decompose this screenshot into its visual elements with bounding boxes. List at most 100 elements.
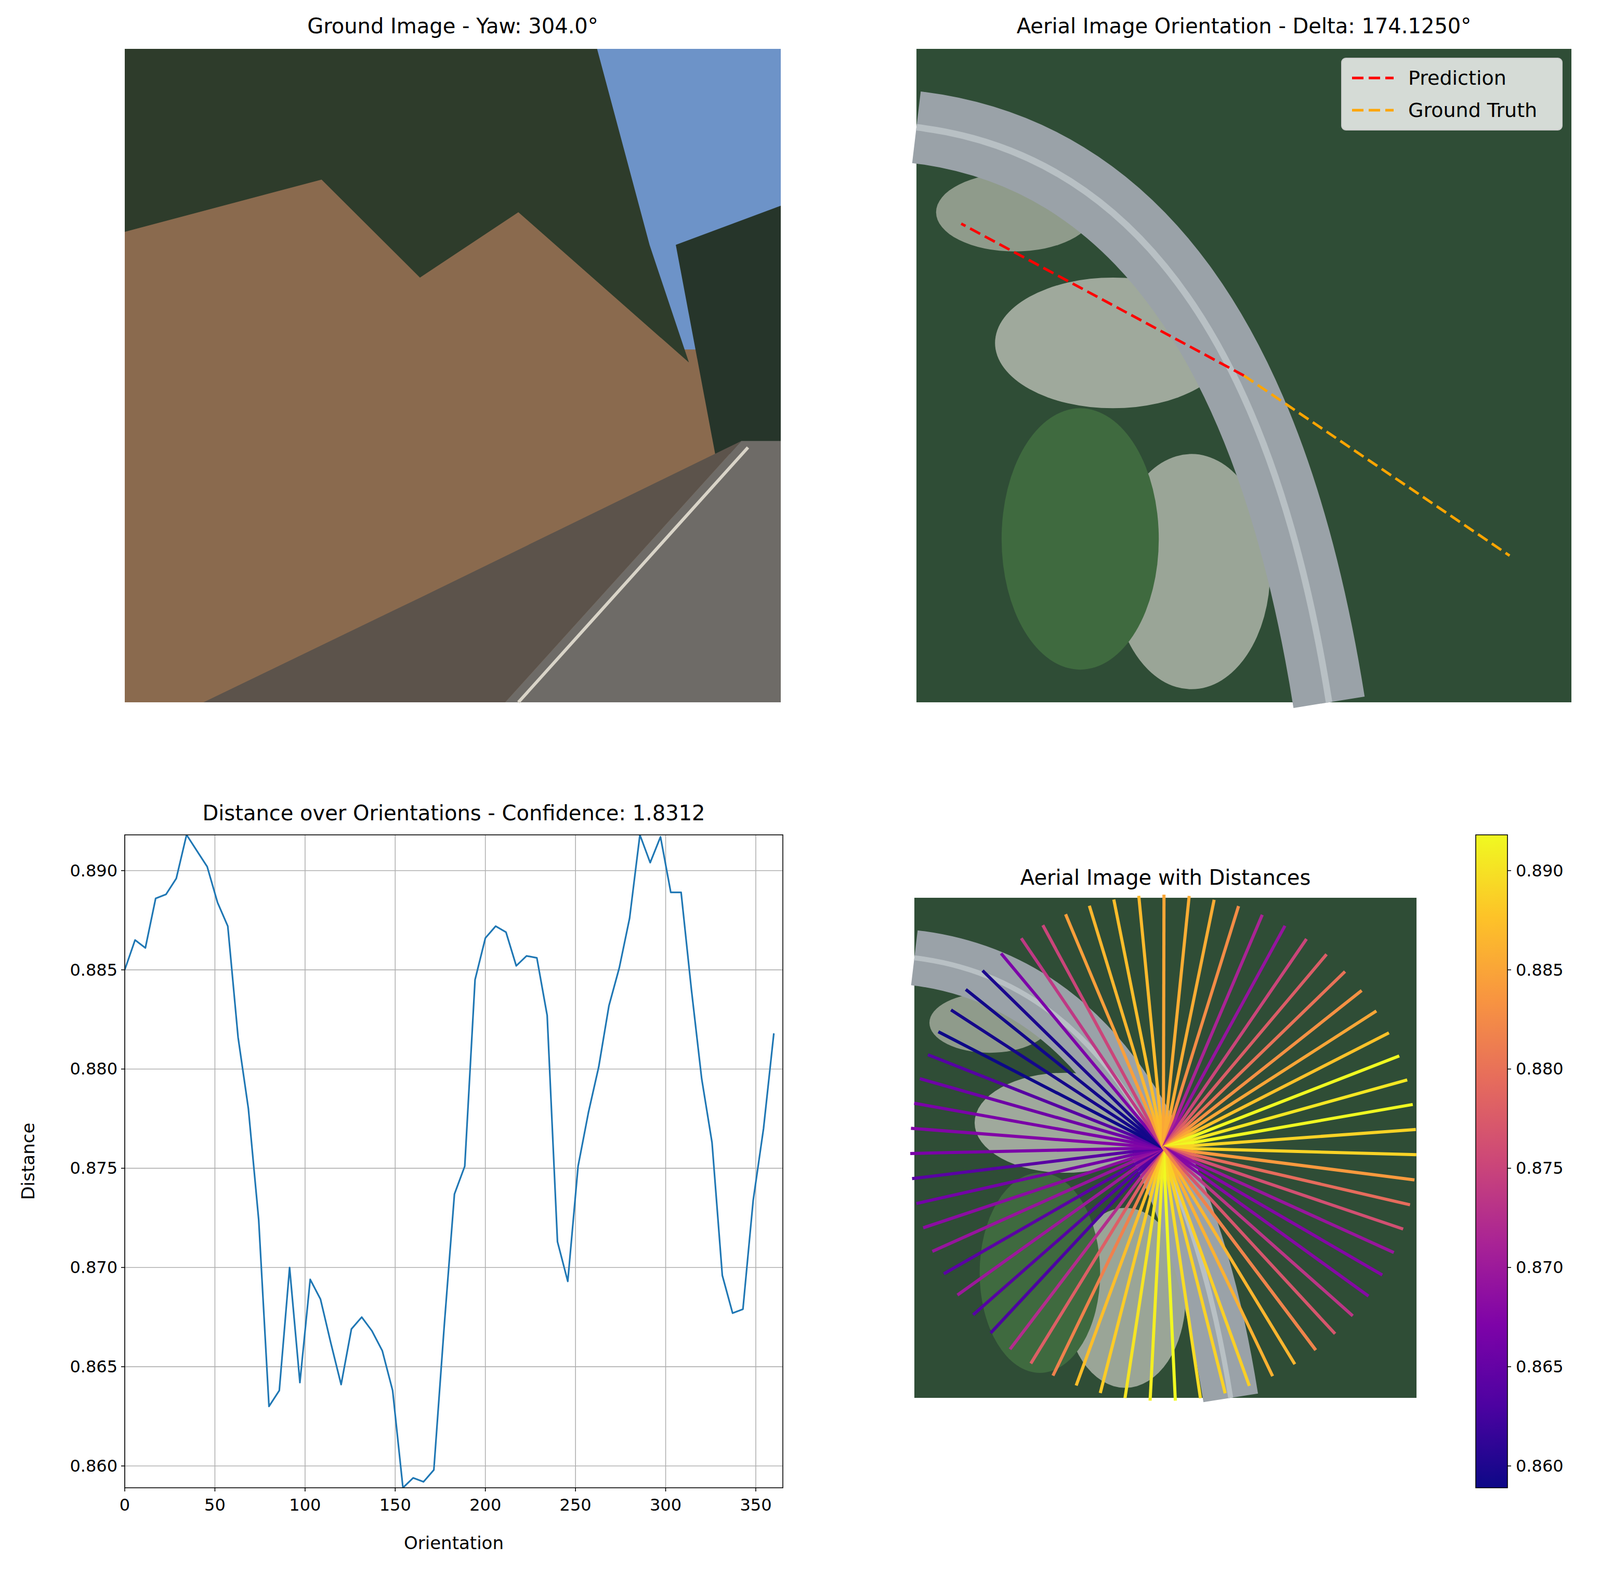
radial-lines [910,894,1417,1401]
tick-label: 0.885 [69,960,118,980]
tick [121,1366,125,1368]
tick [1507,969,1512,971]
grid-line [755,834,757,1488]
orientation-ray [1163,938,1307,1148]
tick-label: 0 [119,1494,130,1515]
road-marking [916,127,1330,703]
orientation-ray [1163,1129,1416,1148]
tick [121,1168,125,1170]
orientation-ray [1163,1147,1383,1276]
orientation-ray [927,1054,1164,1148]
grid-line [124,870,783,872]
aerial-image [916,48,1572,703]
tick-label: 0.885 [1515,960,1564,980]
tick-label: 0.860 [69,1456,118,1476]
orientation-ray [1163,1147,1394,1253]
grid-line [124,1168,783,1170]
legend: Prediction Ground Truth [1341,58,1563,130]
tick-label: 200 [469,1494,502,1515]
grid-line [574,834,576,1488]
orientation-ray [1163,1147,1369,1296]
distant-trees [675,205,781,455]
legend-label: Prediction [1408,66,1507,90]
tick-label: 100 [289,1494,321,1515]
axes: 0501001502002503003500.8600.8650.8700.87… [69,834,783,1515]
tick-label: 0.890 [69,860,118,881]
orientation-ray [1001,953,1164,1148]
grid-line [124,1465,783,1467]
title: Ground Image - Yaw: 304.0° [307,14,599,38]
tick [1507,1266,1512,1268]
tick-label: 0.880 [69,1058,118,1079]
tick [121,1266,125,1268]
legend-box [1341,58,1563,130]
aerial-image-small [914,897,1417,1398]
orientation-ray [1113,899,1164,1148]
orientation-ray [1163,1147,1316,1350]
road [505,440,781,703]
tick [1507,870,1512,872]
tick-label: 150 [379,1494,412,1515]
orientation-ray [1053,1147,1164,1376]
tick [121,1068,125,1070]
orientation-line [961,223,1244,376]
road-edge [518,447,749,703]
orientation-ray [1030,1147,1164,1364]
tick-label: 0.865 [1515,1356,1564,1377]
orientation-ray [910,1147,1164,1154]
orientation-ray [1163,925,1285,1148]
ground-image [124,48,781,703]
background [0,0,1600,1572]
tick-label: 50 [204,1494,226,1515]
legend-label: Ground Truth [1408,98,1538,122]
orientation-line [1243,375,1510,556]
legend-swatch [1352,76,1394,80]
tick-label: 0.860 [1515,1456,1564,1476]
orientation-ray [1163,1104,1413,1148]
distance-line [124,834,775,1488]
tree-patch [1001,408,1159,670]
title: Aerial Image Orientation - Delta: 174.12… [1016,14,1472,38]
grid-line [665,834,667,1488]
axis-label: Distance [17,1122,39,1201]
tick [665,1487,667,1492]
title: Aerial Image with Distances [1020,865,1311,890]
tick-label: 0.870 [69,1257,118,1278]
orientation-ray [1163,1032,1389,1148]
data-group [124,834,775,1488]
orientation-ray [1163,1147,1353,1316]
legend-swatch [1352,109,1394,112]
orientation-ray [973,1147,1164,1315]
tick [121,1465,125,1467]
axis-label: Orientation [403,1532,504,1554]
tick [121,969,125,971]
orientation-ray [1163,1147,1250,1386]
tick [304,1487,306,1492]
tick-label: 0.875 [69,1158,118,1178]
tick-label: 300 [649,1494,682,1515]
grid-line [124,1366,783,1368]
orientation-ray [1065,914,1164,1148]
grid-line [304,834,306,1488]
orientation-ray [1138,895,1164,1148]
orientation-ray [1163,1147,1176,1401]
tick [1507,1465,1512,1467]
orientation-ray [1163,914,1263,1148]
grid-line [124,969,783,971]
tick [1507,1068,1512,1070]
tick-label: 0.890 [1515,860,1564,881]
orientation-ray [1163,954,1327,1148]
slope [124,48,781,703]
tick [121,870,125,872]
grid-line [484,834,487,1488]
tick-label: 0.870 [1515,1257,1564,1278]
tick [1507,1366,1512,1368]
tick [574,1487,576,1492]
grid-line [394,834,396,1488]
tick-label: 250 [559,1494,592,1515]
tick [484,1487,487,1492]
orientation-ray [1163,1011,1377,1148]
tick-label: 0.880 [1515,1058,1564,1079]
tick [755,1487,757,1492]
orientation-ray [916,1147,1164,1204]
